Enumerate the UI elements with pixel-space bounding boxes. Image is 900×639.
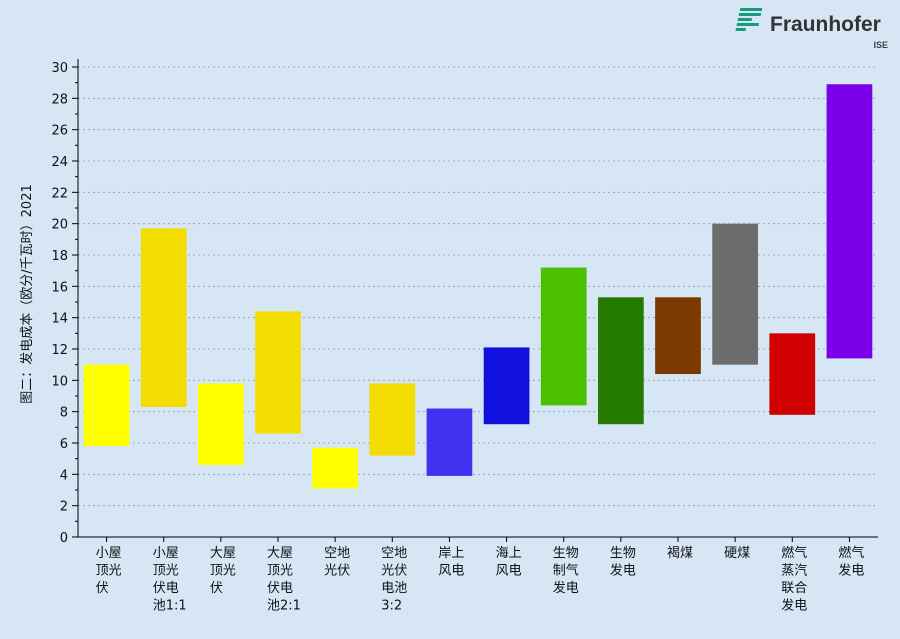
logo-stripe bbox=[736, 23, 760, 26]
x-tick-label: 燃气蒸汽联合发电 bbox=[781, 545, 807, 614]
y-tick-label: 2 bbox=[60, 500, 68, 515]
x-tick-label: 空地光伏电池 3:2 bbox=[381, 546, 407, 614]
x-tick-label: 硬煤 bbox=[724, 546, 750, 561]
y-tick-label: 16 bbox=[51, 280, 68, 295]
range-bar bbox=[712, 223, 758, 365]
range-bar bbox=[769, 333, 816, 415]
x-axis: 小屋顶光伏 小屋顶光伏电池1:1 大屋顶光伏 大屋顶光伏电池2:1 空地光伏 空地光伏电池… bbox=[78, 536, 878, 614]
fraunhofer-logo-mark-icon bbox=[735, 8, 763, 31]
logo-stripe bbox=[739, 8, 763, 11]
y-tick-label: 26 bbox=[51, 124, 68, 139]
range-bar bbox=[826, 84, 873, 359]
x-tick-label: 生物制气发电 bbox=[553, 546, 579, 596]
range-bar bbox=[198, 383, 244, 465]
x-tick-label: 燃气发电 bbox=[838, 545, 864, 579]
range-bar bbox=[426, 408, 473, 476]
range-bar bbox=[598, 297, 644, 425]
logo-name: Fraunhofer bbox=[770, 13, 881, 36]
y-tick-label: 14 bbox=[51, 312, 68, 327]
y-tick-label: 6 bbox=[60, 437, 68, 452]
x-tick-label: 大屋顶光伏 bbox=[210, 546, 236, 596]
range-bar bbox=[312, 447, 358, 489]
y-tick-label: 8 bbox=[60, 406, 68, 421]
range-bar bbox=[83, 364, 130, 447]
range-bar bbox=[483, 347, 530, 425]
y-tick-label: 24 bbox=[51, 155, 68, 170]
y-tick-label: 10 bbox=[51, 374, 68, 389]
x-tick-label: 小屋顶光伏电池1:1 bbox=[153, 546, 187, 614]
x-tick-label: 褐煤 bbox=[667, 546, 693, 561]
range-bar bbox=[540, 267, 587, 406]
y-tick-label: 18 bbox=[51, 249, 68, 264]
x-tick-label: 生物发电 bbox=[610, 546, 636, 579]
y-tick-label: 30 bbox=[51, 61, 68, 76]
y-tick-label: 0 bbox=[60, 531, 68, 546]
y-tick-label: 28 bbox=[51, 92, 68, 107]
logo-stripe bbox=[735, 28, 747, 31]
range-bar bbox=[140, 228, 187, 407]
y-tick-label: 22 bbox=[51, 186, 68, 201]
x-tick-label: 小屋顶光伏 bbox=[96, 546, 122, 596]
logo-stripe bbox=[738, 13, 762, 16]
x-tick-label: 大屋顶光伏电池2:1 bbox=[267, 546, 301, 614]
logo-subtitle: ISE bbox=[873, 40, 888, 50]
y-axis-label: 图二：发电成本（欧分/千瓦时）2021 bbox=[19, 184, 35, 403]
logo-stripe bbox=[737, 18, 753, 21]
gridlines bbox=[78, 66, 878, 507]
x-tick-label: 海上风电 bbox=[496, 546, 522, 579]
y-tick-label: 4 bbox=[60, 468, 68, 483]
y-tick-label: 12 bbox=[51, 343, 68, 358]
range-bar bbox=[655, 297, 701, 375]
bars bbox=[83, 84, 873, 489]
range-bar bbox=[255, 311, 301, 434]
fraunhofer-logo: Fraunhofer ISE bbox=[735, 8, 888, 50]
x-tick-label: 岸上风电 bbox=[438, 546, 464, 579]
range-bar bbox=[369, 383, 416, 456]
y-tick-label: 20 bbox=[51, 218, 68, 233]
x-tick-label: 空地光伏 bbox=[324, 546, 350, 579]
